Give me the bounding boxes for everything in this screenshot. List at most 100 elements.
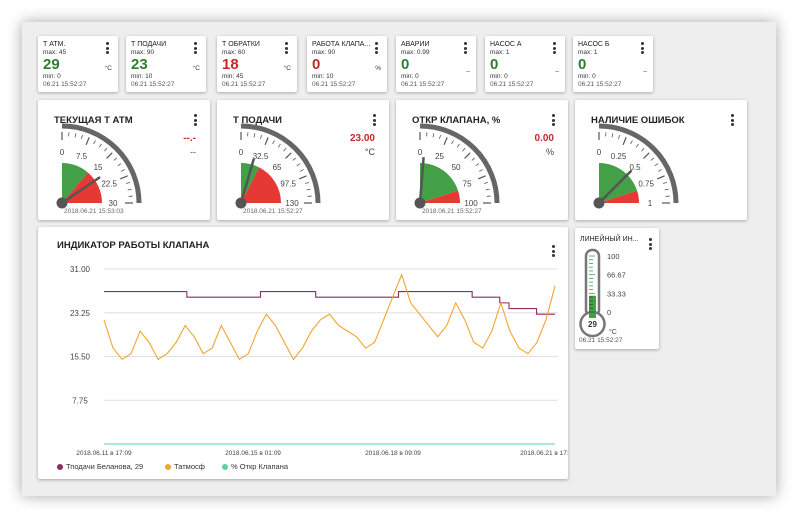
gauge-tick [456,143,460,148]
gauge-sector [420,163,459,203]
gauge-arc [240,123,321,204]
gauge-menu-icon[interactable] [194,114,198,126]
tile-max: max: 0.99 [401,49,430,56]
gauge-title: ТЕКУЩАЯ Т АТМ [54,115,133,126]
gauge-tick-label: 0.75 [638,179,654,188]
tile-menu-icon[interactable] [375,42,379,54]
gauge-tick [451,140,454,145]
gauge-tick-label: 0.25 [611,152,627,161]
tile-ts: 06.21 15:52:27 [43,81,87,88]
tile-title: РАБОТА КЛАПА... [312,41,371,48]
gauge-value: 23.00 [349,133,375,144]
gauge-dial: 0 32.5 65 97.5 130 [235,123,321,209]
legend-item-t-supply[interactable]: Тподачи Беланова, 29 [57,462,143,471]
gauge-tick [304,182,310,184]
tile-ts: 06.21 15:52:27 [490,81,534,88]
y-tick-label: 7.75 [72,396,88,405]
gauge-tick [618,134,620,140]
legend-label: % Откр Клапана [231,462,289,471]
thermo-tick-label: 66.67 [607,271,626,280]
legend-swatch [165,463,171,470]
legend-item-t-atm[interactable]: Татмосф [165,462,205,471]
gauge-menu-icon[interactable] [373,114,377,126]
tile-unit: _ [643,65,647,72]
gauge-tick [306,188,311,191]
tile-0[interactable]: Т АТМ. max: 45 29 °C min: 0 06.21 15:52:27 [38,36,118,92]
tile-min: min: 0 [490,73,508,80]
gauge-tick [264,137,269,146]
gauge-title: НАЛИЧИЕ ОШИБОК [591,115,685,126]
tile-menu-icon[interactable] [106,42,110,54]
gauge-tick [296,163,301,167]
chart-plot: 31.00 23.25 15.50 7.75 2018.06.11 в 17:09 201… [70,265,568,457]
tile-value: 0 [578,56,587,73]
gauge-menu-icon[interactable] [731,114,735,126]
legend-swatch [57,463,63,470]
chart-title: ИНДИКАТОР РАБОТЫ КЛАПАНА [57,240,210,251]
tile-menu-icon[interactable] [194,42,198,54]
gauge-dial: 0 7.5 15 22.5 30 [56,123,142,209]
gauge-tick [117,163,122,167]
gauge-menu-icon[interactable] [552,114,556,126]
tile-menu-icon[interactable] [641,42,645,54]
gauge-tick [85,137,90,146]
tile-value: 29 [43,56,60,73]
tile-4[interactable]: АВАРИИ max: 0.99 0 _ min: 0 06.21 15:52:27 [396,36,476,92]
legend-label: Тподачи Беланова, 29 [66,462,144,471]
tile-3[interactable]: РАБОТА КЛАПА... max: 90 0% min: 10 06.21 15:… [307,36,387,92]
gauge-tick [120,169,125,172]
gauge-tick [299,169,304,172]
gauge-card-2: ОТКР КЛАПАНА, % 0.00% 2018.06.21 15:52:27 0… [396,100,568,220]
gauge-tick [104,147,108,152]
gauge-tick [475,163,480,167]
gauge-timestamp: 2018.06.21 15:53:03 [64,208,124,215]
tile-menu-icon[interactable] [464,42,468,54]
gauge-tick [93,140,96,145]
tile-2[interactable]: Т ОБРАТКИ max: 60 18 °C min: 45 06.21 15:52:2… [217,36,297,92]
tile-max: max: 90 [131,49,155,56]
gauge-tick [657,169,662,172]
gauge-tick [443,137,448,146]
gauge-timestamp: 2018.06.21 15:52:27 [422,208,482,215]
gauge-tick [462,147,466,152]
valve-chart-card: ИНДИКАТОР РАБОТЫ КЛАПАНА 31.00 23.25 15.50… [38,227,568,479]
gauge-tick [298,175,307,180]
y-tick-label: 31.00 [70,265,91,274]
legend-item-valve[interactable]: % Откр Клапана [222,462,288,471]
dashboard: Т АТМ. max: 45 29 °C min: 0 06.21 15:52:27 Т П… [22,22,776,496]
thermo-menu-icon[interactable] [649,238,653,250]
tile-min: min: 0 [578,73,596,80]
tile-value: 0 [312,56,321,73]
tile-max: max: 60 [222,49,246,56]
gauge-tick [611,133,614,138]
tile-menu-icon[interactable] [285,42,289,54]
tile-min: min: 10 [312,73,334,80]
tile-1[interactable]: Т ПОДАЧИ max: 90 23 °C min: 10 06.21 15:52:27 [126,36,206,92]
tile-unit: °C [192,65,200,72]
gauge-tick-label: 25 [435,152,444,161]
gauge-tick [113,157,118,161]
y-tick-label: 23.25 [70,309,91,318]
gauge-tick [125,182,131,184]
thermo-fill [589,295,596,318]
chart-menu-icon[interactable] [552,245,556,257]
gauge-needle [598,169,633,204]
gauge-pivot [235,197,247,209]
gauge-title: ОТКР КЛАПАНА, % [412,115,501,126]
gauge-card-3: НАЛИЧИЕ ОШИБОК 0 0.25 0.5 0.75 1 [575,100,747,220]
gauge-arc [61,123,142,204]
thermo-tick-label: 100 [607,252,620,261]
tile-menu-icon[interactable] [553,42,557,54]
tile-ts: 06.21 15:52:27 [131,81,175,88]
gauge-tick [464,152,471,159]
tile-value: 18 [222,56,239,73]
series-line-0 [104,291,555,315]
gauge-tick [650,157,655,161]
gauge-tick-label: 0 [418,148,423,157]
gauge-pivot [593,197,605,209]
gauge-tick [74,133,77,138]
gauge-tick [477,175,486,180]
